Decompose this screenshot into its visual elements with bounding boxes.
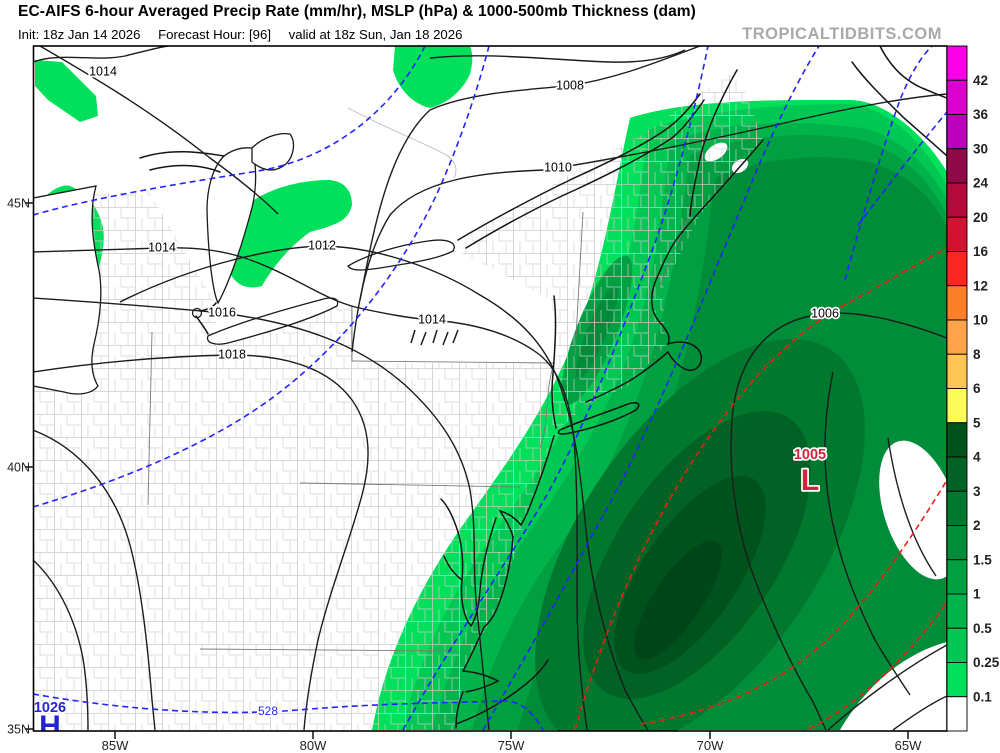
isobar-label: 1014 <box>89 64 117 78</box>
isobar-label: 1010 <box>544 160 572 174</box>
colorbar-segment <box>946 696 968 732</box>
colorbar-tick-label: 16 <box>973 244 989 259</box>
colorbar-tick-label: 1 <box>973 587 981 602</box>
colorbar-tick-label: 42 <box>973 73 988 88</box>
colorbar-tick-label: 8 <box>973 347 981 362</box>
isobar-label: 1008 <box>556 78 584 92</box>
thickness-contours-red <box>574 247 947 731</box>
colorbar-segment <box>946 353 968 389</box>
colorbar-tick-label: 10 <box>973 313 988 328</box>
page-title: EC-AIFS 6-hour Averaged Precip Rate (mm/… <box>18 3 696 20</box>
dry-hole <box>879 440 947 580</box>
colorbar-segment <box>946 456 968 492</box>
colorbar-segment <box>946 285 968 321</box>
forecast-info-line: Init: 18z Jan 14 2026 Forecast Hour: [96… <box>18 27 476 42</box>
precip-patch <box>393 46 473 108</box>
high-pressure-value: 1026 <box>34 700 66 716</box>
colorbar-segment <box>946 490 968 526</box>
longitude-axis: 85W 80W 75W 70W 65W <box>102 731 922 753</box>
valid-time: valid at 18z Sun, Jan 18 2026 <box>288 27 463 42</box>
isobar-labels: 1014 1008 1010 1012 1014 1016 1018 1014 1006 <box>87 63 840 364</box>
thickness-contours-blue <box>33 46 947 731</box>
colorbar-tick-label: 5 <box>973 415 981 430</box>
precip-patch <box>35 60 98 122</box>
latitude-axis: 45N 40N 35N <box>7 197 33 737</box>
colorbar-tick-label: 0.5 <box>973 621 992 636</box>
lat-tick-label: 40N <box>7 461 30 475</box>
precip-shading <box>35 46 947 731</box>
colorbar-segment <box>946 182 968 218</box>
thickness-labels: 528 <box>256 702 280 720</box>
colorbar-tick-label: 3 <box>973 484 981 499</box>
lon-tick-label: 75W <box>498 738 525 753</box>
colorbar-tick-label: 0.25 <box>973 655 1000 670</box>
thickness-label: 528 <box>258 704 278 718</box>
colorbar-segment <box>946 525 968 561</box>
colorbar-segment <box>946 319 968 355</box>
colorbar-tick-label: 30 <box>973 141 988 156</box>
colorbar-tick-label: 12 <box>973 278 988 293</box>
colorbar-tick-label: 6 <box>973 381 981 396</box>
colorbar-segment <box>946 148 968 184</box>
coastlines <box>139 46 947 729</box>
lat-tick-label: 45N <box>7 197 30 211</box>
isobar-label: 1012 <box>308 238 336 252</box>
forecast-hour: Forecast Hour: [96] <box>158 27 271 42</box>
colorbar-segment <box>946 251 968 287</box>
site-watermark: TROPICALTIDBITS.COM <box>742 25 942 43</box>
low-center-symbol: L <box>801 464 819 497</box>
precip-core-5 <box>634 540 722 660</box>
colorbar-segment <box>946 388 968 424</box>
colorbar-tick-label: 20 <box>973 210 988 225</box>
colorbar-tick-label: 0.1 <box>973 689 992 704</box>
colorbar-segment <box>946 422 968 458</box>
lake-michigan <box>33 185 102 395</box>
state-borders <box>147 107 689 652</box>
isobar-label: 1018 <box>218 347 246 361</box>
colorbar-segment <box>946 559 968 595</box>
colorbar-segment <box>946 593 968 629</box>
colorbar-tick-label: 1.5 <box>973 552 992 567</box>
high-center-symbol: H <box>39 710 61 743</box>
colorbar-tick-label: 24 <box>973 176 989 191</box>
colorbar-tick-label: 36 <box>973 107 989 122</box>
lon-tick-label: 70W <box>697 738 724 753</box>
isobar-label: 1014 <box>148 240 176 254</box>
isobar-label: 1016 <box>208 305 236 319</box>
colorbar-tick-labels: 42 36 30 24 20 16 12 10 8 6 5 4 3 2 1.5 1 0.5 0.25 0.1 <box>973 73 1000 705</box>
colorbar-segment <box>946 45 968 81</box>
mslp-contours <box>33 46 947 731</box>
lat-tick-label: 35N <box>7 723 30 737</box>
colorbar-segment <box>946 114 968 150</box>
colorbar-tick-label: 2 <box>973 518 981 533</box>
colorbar-segment <box>946 216 968 252</box>
lon-tick-label: 80W <box>300 738 327 753</box>
lon-tick-label: 65W <box>895 738 922 753</box>
precip-patch <box>227 180 352 288</box>
colorbar-tick-label: 4 <box>973 450 981 465</box>
dry-wedge <box>840 642 947 730</box>
lon-tick-label: 85W <box>102 738 129 753</box>
colorbar-segment <box>946 627 968 663</box>
isobar-label: 1014 <box>418 312 446 326</box>
georgian-bay <box>251 132 295 171</box>
init-time: Init: 18z Jan 14 2026 <box>18 27 141 42</box>
lake-ontario <box>347 239 455 271</box>
colorbar-segment <box>946 662 968 698</box>
isobar-label: 1006 <box>811 306 839 320</box>
low-pressure-value: 1005 <box>794 447 826 463</box>
colorbar-segment <box>946 79 968 115</box>
precip-colorbar <box>946 45 968 732</box>
